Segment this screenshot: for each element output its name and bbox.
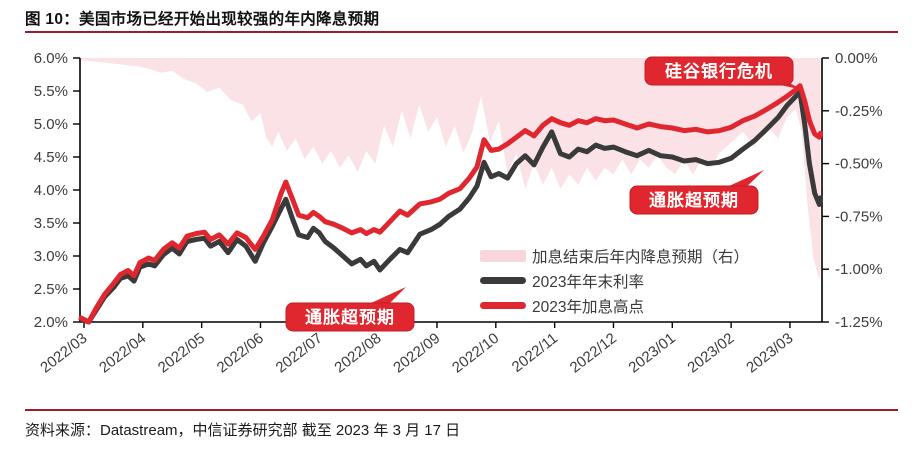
legend-label-yearend-line: 2023年年末利率 bbox=[532, 273, 644, 291]
left-axis-tick-label: 5.0% bbox=[34, 116, 68, 133]
right-axis-tick-label: -0.75% bbox=[835, 208, 883, 225]
left-axis-tick-label: 4.5% bbox=[34, 149, 68, 166]
x-axis-tick-label: 2023/02 bbox=[684, 330, 737, 377]
annotation-box bbox=[285, 302, 415, 332]
rate-cut-expectation-area bbox=[81, 58, 821, 280]
legend-swatch-peak-line bbox=[480, 302, 526, 309]
x-axis-tick-label: 2022/03 bbox=[37, 330, 90, 377]
left-axis-tick-label: 3.0% bbox=[34, 248, 68, 265]
x-axis-tick-label: 2022/11 bbox=[509, 330, 561, 376]
source-text: 资料来源：Datastream，中信证券研究部 截至 2023 年 3 月 17… bbox=[25, 422, 461, 439]
chart-legend: 加息结束后年内降息预期（右） 2023年年末利率 2023年加息高点 bbox=[480, 248, 749, 316]
annotation-inflation-surprise-late: 通胀超预期 bbox=[629, 170, 764, 215]
yearend-rate-line bbox=[78, 89, 823, 325]
x-axis-labels: 2022/03 2022/04 2022/05 2022/06 2022/07 2022/… bbox=[37, 330, 796, 377]
annotation-svb-crisis: 硅谷银行危机 bbox=[644, 56, 803, 90]
x-axis-tick-label: 2022/05 bbox=[155, 330, 208, 377]
left-axis-labels: 6.0% 5.5% 5.0% 4.5% 4.0% 3.5% 3.0% 2.5% 2.0% bbox=[34, 50, 68, 331]
right-axis-labels: 0.00% -0.25% -0.50% -0.75% -1.00% -1.25% bbox=[835, 50, 883, 331]
annotation-box bbox=[629, 185, 759, 215]
peak-rate-line bbox=[78, 83, 823, 325]
annotation-label: 通胀超预期 bbox=[649, 190, 739, 210]
x-axis-tick-label: 2022/09 bbox=[390, 330, 443, 377]
left-axis-tick-label: 2.5% bbox=[34, 281, 68, 298]
x-axis-tick-label: 2023/03 bbox=[743, 330, 796, 377]
right-axis-tick-label: 0.00% bbox=[835, 50, 878, 67]
x-axis-tick-label: 2022/10 bbox=[449, 330, 502, 377]
annotation-inflation-surprise-2022: 通胀超预期 bbox=[285, 287, 415, 332]
x-axis-tick-label: 2022/07 bbox=[273, 330, 326, 377]
right-axis-tick-label: -0.50% bbox=[835, 156, 883, 173]
left-axis-tick-label: 2.0% bbox=[34, 314, 68, 331]
x-axis-tick-label: 2022/06 bbox=[214, 330, 267, 377]
annotation-box bbox=[644, 56, 794, 86]
right-axis-tick-label: -1.00% bbox=[835, 261, 883, 278]
x-axis-tick-label: 2023/01 bbox=[626, 330, 679, 377]
legend-label-area: 加息结束后年内降息预期（右） bbox=[532, 248, 749, 266]
title-rule bbox=[25, 31, 898, 33]
legend-swatch-yearend-line bbox=[480, 277, 526, 284]
left-axis-tick-label: 6.0% bbox=[34, 50, 68, 67]
x-axis-tick-label: 2022/04 bbox=[96, 330, 149, 377]
right-axis-tick-label: -1.25% bbox=[835, 314, 883, 331]
annotation-label: 通胀超预期 bbox=[305, 307, 395, 327]
figure-title: 图 10：美国市场已经开始出现较强的年内降息预期 bbox=[25, 11, 380, 28]
legend-label-peak-line: 2023年加息高点 bbox=[532, 298, 644, 316]
source-rule bbox=[25, 409, 898, 411]
left-axis-tick-label: 4.0% bbox=[34, 182, 68, 199]
left-axis-tick-label: 5.5% bbox=[34, 83, 68, 100]
x-axis-tick-label: 2022/08 bbox=[331, 330, 384, 377]
data-lines bbox=[78, 83, 823, 325]
annotation-label: 硅谷银行危机 bbox=[665, 61, 773, 81]
area-path bbox=[81, 58, 821, 280]
legend-swatch-area bbox=[480, 250, 526, 262]
right-axis-tick-label: -0.25% bbox=[835, 103, 883, 120]
left-axis-tick-label: 3.5% bbox=[34, 215, 68, 232]
x-axis-tick-label: 2022/12 bbox=[567, 330, 620, 377]
